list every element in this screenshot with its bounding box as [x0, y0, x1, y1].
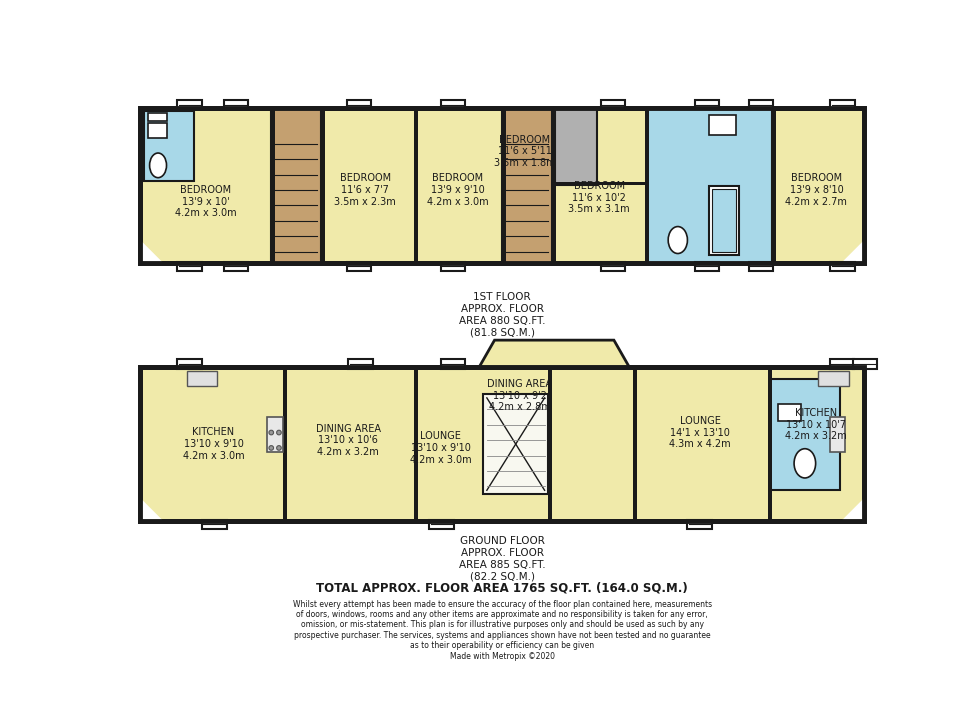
Bar: [414, 108, 417, 263]
Bar: [348, 359, 373, 369]
Bar: [555, 108, 597, 186]
Circle shape: [276, 430, 281, 435]
Bar: [223, 262, 248, 271]
Text: KITCHEN
13'10 x 9'10
4.2m x 3.0m: KITCHEN 13'10 x 9'10 4.2m x 3.0m: [182, 427, 244, 461]
Bar: [144, 111, 194, 181]
Bar: [148, 123, 168, 138]
Bar: [414, 367, 417, 521]
Bar: [140, 367, 864, 521]
Bar: [347, 100, 371, 109]
Bar: [140, 367, 864, 521]
Bar: [749, 262, 773, 271]
Text: DINING AREA
13'10 x 10'6
4.2m x 3.2m: DINING AREA 13'10 x 10'6 4.2m x 3.2m: [316, 424, 381, 457]
Circle shape: [269, 430, 273, 435]
Bar: [818, 371, 849, 386]
Bar: [268, 417, 283, 452]
Bar: [829, 417, 845, 452]
Bar: [647, 108, 772, 263]
Polygon shape: [841, 498, 864, 521]
Bar: [140, 108, 864, 263]
Bar: [601, 100, 625, 109]
Bar: [549, 367, 553, 521]
Bar: [601, 262, 625, 271]
Text: TOTAL APPROX. FLOOR AREA 1765 SQ.FT. (164.0 SQ.M.): TOTAL APPROX. FLOOR AREA 1765 SQ.FT. (16…: [317, 581, 688, 594]
Bar: [695, 100, 719, 109]
Bar: [830, 100, 855, 109]
Bar: [441, 359, 465, 369]
Bar: [709, 186, 739, 255]
Bar: [711, 189, 736, 252]
Bar: [483, 394, 549, 494]
Bar: [202, 520, 226, 529]
Bar: [768, 367, 772, 521]
Bar: [853, 359, 877, 369]
Bar: [347, 262, 371, 271]
Bar: [177, 262, 202, 271]
Bar: [271, 108, 321, 263]
Text: BEDROOM
11'6 x 7'7
3.5m x 2.3m: BEDROOM 11'6 x 7'7 3.5m x 2.3m: [334, 174, 396, 206]
Polygon shape: [479, 340, 629, 367]
Text: Whilst every attempt has been made to ensure the accuracy of the floor plan cont: Whilst every attempt has been made to en…: [293, 599, 711, 660]
Text: 1ST FLOOR
APPROX. FLOOR
AREA 880 SQ.FT.
(81.8 SQ.M.): 1ST FLOOR APPROX. FLOOR AREA 880 SQ.FT. …: [459, 293, 546, 337]
Text: LOUNGE
14'1 x 13'10
4.3m x 4.2m: LOUNGE 14'1 x 13'10 4.3m x 4.2m: [669, 416, 731, 449]
Bar: [441, 100, 465, 109]
Text: LOUNGE
13'10 x 9'10
4.2m x 3.0m: LOUNGE 13'10 x 9'10 4.2m x 3.0m: [410, 432, 471, 465]
Text: BEDROOM
13'9 x 9'10
4.2m x 3.0m: BEDROOM 13'9 x 9'10 4.2m x 3.0m: [426, 174, 488, 206]
Bar: [829, 359, 855, 369]
Circle shape: [269, 446, 273, 450]
Bar: [778, 404, 801, 421]
Bar: [687, 520, 711, 529]
Bar: [709, 115, 736, 135]
Text: KITCHEN
13'10 x 10'7
4.2m x 3.2m: KITCHEN 13'10 x 10'7 4.2m x 3.2m: [785, 408, 847, 442]
Text: BEDROOM
11'6 x 10'2
3.5m x 3.1m: BEDROOM 11'6 x 10'2 3.5m x 3.1m: [568, 181, 630, 214]
Bar: [503, 108, 506, 263]
Bar: [553, 108, 557, 263]
Bar: [772, 108, 775, 263]
Text: BEDROOM
13'9 x 8'10
4.2m x 2.7m: BEDROOM 13'9 x 8'10 4.2m x 2.7m: [786, 174, 848, 206]
Bar: [441, 262, 465, 271]
Bar: [186, 371, 218, 386]
Bar: [770, 379, 840, 490]
Text: BEDROOM
11'6 x 5'11
3.5m x 1.8m: BEDROOM 11'6 x 5'11 3.5m x 1.8m: [494, 135, 556, 168]
Bar: [148, 113, 168, 120]
Bar: [503, 108, 553, 263]
Bar: [140, 108, 864, 263]
Bar: [429, 520, 454, 529]
Bar: [749, 100, 773, 109]
Bar: [830, 262, 855, 271]
Bar: [695, 262, 719, 271]
Polygon shape: [140, 498, 164, 521]
Text: BEDROOM
13'9 x 10'
4.2m x 3.0m: BEDROOM 13'9 x 10' 4.2m x 3.0m: [175, 185, 236, 218]
Text: DINING AREA
13'10 x 9'2
4.2m x 2.8m: DINING AREA 13'10 x 9'2 4.2m x 2.8m: [487, 379, 553, 412]
Bar: [283, 367, 287, 521]
Bar: [177, 100, 202, 109]
Bar: [223, 100, 248, 109]
Bar: [553, 181, 645, 186]
Polygon shape: [841, 240, 864, 263]
Ellipse shape: [150, 153, 167, 178]
Bar: [321, 108, 325, 263]
Bar: [645, 108, 649, 263]
Ellipse shape: [794, 449, 815, 478]
Bar: [177, 359, 202, 369]
Bar: [271, 108, 275, 263]
Bar: [633, 367, 637, 521]
Text: GROUND FLOOR
APPROX. FLOOR
AREA 885 SQ.FT.
(82.2 SQ.M.): GROUND FLOOR APPROX. FLOOR AREA 885 SQ.F…: [459, 536, 546, 581]
Ellipse shape: [668, 227, 687, 254]
Polygon shape: [140, 240, 164, 263]
Circle shape: [276, 446, 281, 450]
